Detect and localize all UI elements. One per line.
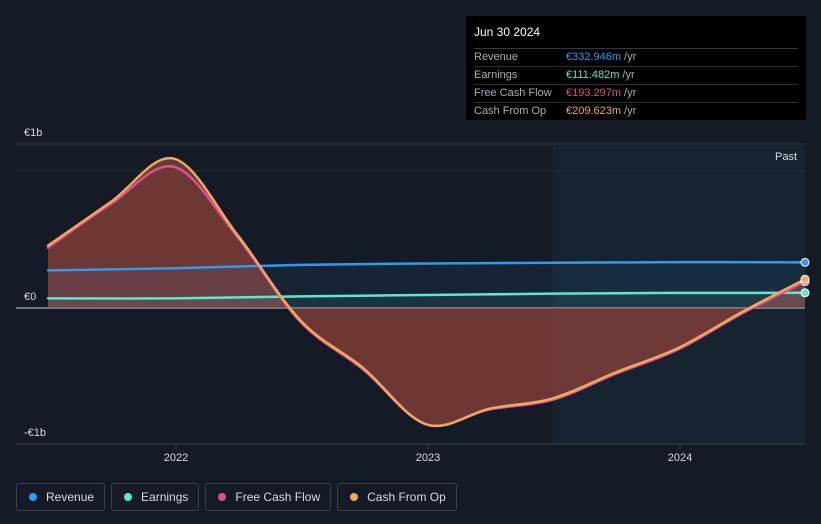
legend-item-free-cash-flow[interactable]: Free Cash Flow [205, 483, 332, 511]
tooltip-unit: /yr [624, 87, 637, 99]
tooltip-value: €193.297m [566, 87, 622, 99]
earnings-area [48, 292, 805, 308]
y-tick-label: -€1b [24, 427, 46, 439]
past-label: Past [775, 151, 797, 163]
gridlines [16, 143, 805, 445]
legend-item-cash-from-op[interactable]: Cash From Op [337, 483, 457, 511]
earnings-line [46, 291, 807, 300]
legend-item-earnings[interactable]: Earnings [111, 483, 200, 511]
y-axis-ticks: €1b €0 -€1b [24, 127, 46, 439]
legend-dot-icon [124, 493, 133, 501]
revenue-line [46, 260, 807, 272]
legend-dot-icon [29, 493, 37, 501]
y-tick-label: €1b [24, 127, 42, 139]
legend-dot-icon [218, 493, 227, 501]
earnings-endpoint [800, 288, 810, 298]
tooltip-label: Earnings [474, 69, 518, 81]
tooltip-value: €332.946m [566, 51, 622, 63]
tooltip-row: Free Cash Flow €193.297m/yr [474, 85, 798, 103]
tooltip-row: Cash From Op €209.623m/yr [474, 103, 798, 120]
tooltip-rows: Revenue €332.946m/yr Earnings €111.482m/yr F… [474, 49, 798, 120]
tooltip-unit: /yr [624, 105, 637, 117]
tooltip-label: Cash From Op [474, 105, 547, 117]
x-tick-label: 2022 [164, 452, 188, 464]
legend-label: Earnings [141, 490, 189, 504]
tooltip-unit: /yr [624, 51, 637, 63]
cash-from-op-endpoint [800, 274, 810, 284]
tooltip-row: Revenue €332.946m/yr [474, 49, 798, 67]
free-cash-flow-area [48, 166, 805, 426]
series-endpoints [800, 257, 810, 298]
legend-label: Free Cash Flow [235, 490, 321, 504]
legend-item-revenue[interactable]: Revenue [16, 483, 106, 511]
legend: Revenue Earnings Free Cash Flow Cash From O… [16, 483, 457, 511]
tooltip-label: Free Cash Flow [474, 87, 552, 99]
legend-label: Cash From Op [367, 490, 446, 504]
x-axis-ticks: 2022 2023 2024 [164, 444, 692, 464]
legend-label: Revenue [46, 490, 95, 504]
tooltip-label: Revenue [474, 51, 519, 63]
series-lines [46, 156, 807, 428]
legend-dot-icon [350, 493, 359, 501]
tooltip-date: Jun 30 2024 [474, 24, 798, 49]
y-tick-label: €0 [24, 291, 36, 303]
tooltip-value: €111.482m [566, 69, 620, 81]
revenue-endpoint [800, 257, 810, 267]
tooltip-unit: /yr [622, 69, 635, 81]
cash-from-op-line [46, 156, 807, 428]
tooltip-row: Earnings €111.482m/yr [474, 67, 798, 85]
x-tick-label: 2023 [416, 452, 440, 464]
tooltip: Jun 30 2024 Revenue €332.946m/yr Earnings €… [466, 16, 806, 120]
x-tick-label: 2024 [668, 452, 692, 464]
tooltip-value: €209.623m [566, 105, 622, 117]
cash-from-op-area [48, 158, 805, 426]
